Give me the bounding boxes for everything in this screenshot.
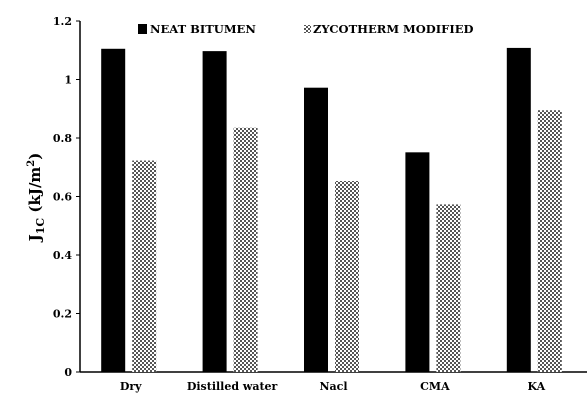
legend-swatch-neat-bitumen: [138, 24, 147, 34]
category-label: Distilled water: [187, 380, 278, 393]
y-tick-label: 1: [64, 74, 72, 87]
legend-swatch-zycotherm-modified: [304, 25, 311, 33]
legend-label-zycotherm-modified: ZYCOTHERM MODIFIED: [313, 22, 473, 36]
bar-neat-bitumen: [101, 48, 126, 372]
bar-zycotherm-modified: [132, 160, 157, 372]
category-label: CMA: [420, 380, 450, 393]
bar-zycotherm-modified: [233, 127, 258, 372]
bar-neat-bitumen: [506, 47, 531, 372]
legend-label-neat-bitumen: NEAT BITUMEN: [150, 22, 256, 36]
bar-neat-bitumen: [202, 51, 227, 372]
category-label: Dry: [120, 380, 142, 393]
y-tick-label: 0.4: [53, 249, 72, 262]
bar-zycotherm-modified: [335, 180, 359, 372]
y-axis-title: J1C (kJ/m2): [26, 153, 47, 244]
category-label: Nacl: [319, 380, 347, 393]
y-tick-label: 0.6: [53, 191, 72, 204]
y-tick-label: 0.2: [53, 308, 72, 321]
bar-neat-bitumen: [304, 87, 328, 372]
bar-zycotherm-modified: [436, 204, 461, 372]
bar-zycotherm-modified: [537, 110, 562, 373]
bar-neat-bitumen: [405, 152, 430, 372]
category-labels: Dry Distilled water Nacl CMA KA: [120, 380, 546, 393]
y-axis-ticks: 0 0.2 0.4 0.6 0.8 1 1.2: [53, 15, 80, 379]
y-tick-label: 0.8: [53, 132, 72, 145]
y-tick-label: 0: [64, 366, 72, 379]
category-label: KA: [527, 380, 545, 393]
bars-group: [101, 47, 562, 373]
y-tick-label: 1.2: [53, 15, 72, 28]
legend: NEAT BITUMEN ZYCOTHERM MODIFIED: [138, 22, 473, 36]
